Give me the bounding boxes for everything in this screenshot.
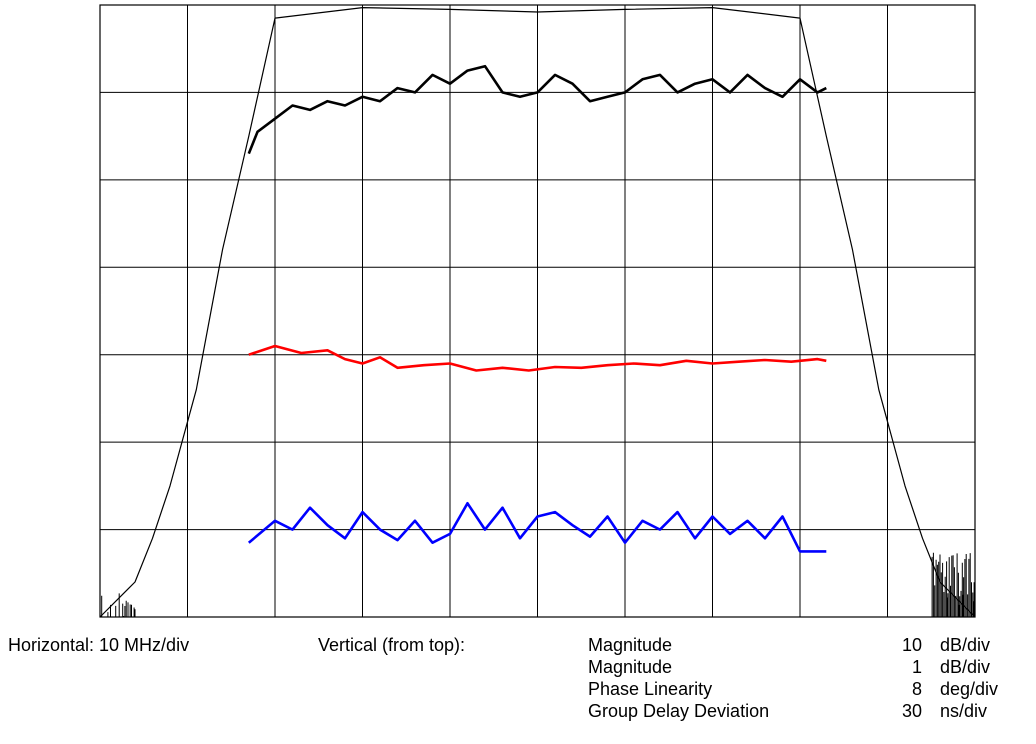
scale-name-magnitude-coarse: Magnitude <box>588 635 673 655</box>
scale-unit-phase-linearity: deg/div <box>940 679 999 699</box>
trace-group-delay <box>247 502 827 553</box>
filter-response-chart <box>99 4 976 618</box>
trace-stopband-noise <box>101 552 975 617</box>
scale-name-group-delay: Group Delay Deviation <box>588 701 770 721</box>
scale-name-phase-linearity: Phase Linearity <box>588 679 713 699</box>
scale-name-magnitude-fine: Magnitude <box>588 657 673 677</box>
scale-unit-magnitude-coarse: dB/div <box>940 635 991 655</box>
scale-value-magnitude-fine: 1 <box>911 657 922 677</box>
horizontal-scale-label: Horizontal: 10 MHz/div <box>8 635 190 655</box>
trace-magnitude-10db <box>99 7 976 618</box>
scale-unit-group-delay: ns/div <box>940 701 988 721</box>
scale-unit-magnitude-fine: dB/div <box>940 657 991 677</box>
chart-frame <box>99 4 976 618</box>
scale-value-group-delay: 30 <box>901 701 922 721</box>
scale-value-magnitude-coarse: 10 <box>901 635 922 655</box>
chart-traces <box>99 7 976 618</box>
chart-grid <box>100 5 975 617</box>
scale-value-phase-linearity: 8 <box>911 679 922 699</box>
vertical-heading-label: Vertical (from top): <box>318 635 466 655</box>
trace-phase-linearity <box>248 344 827 372</box>
trace-magnitude-1db <box>247 64 827 155</box>
